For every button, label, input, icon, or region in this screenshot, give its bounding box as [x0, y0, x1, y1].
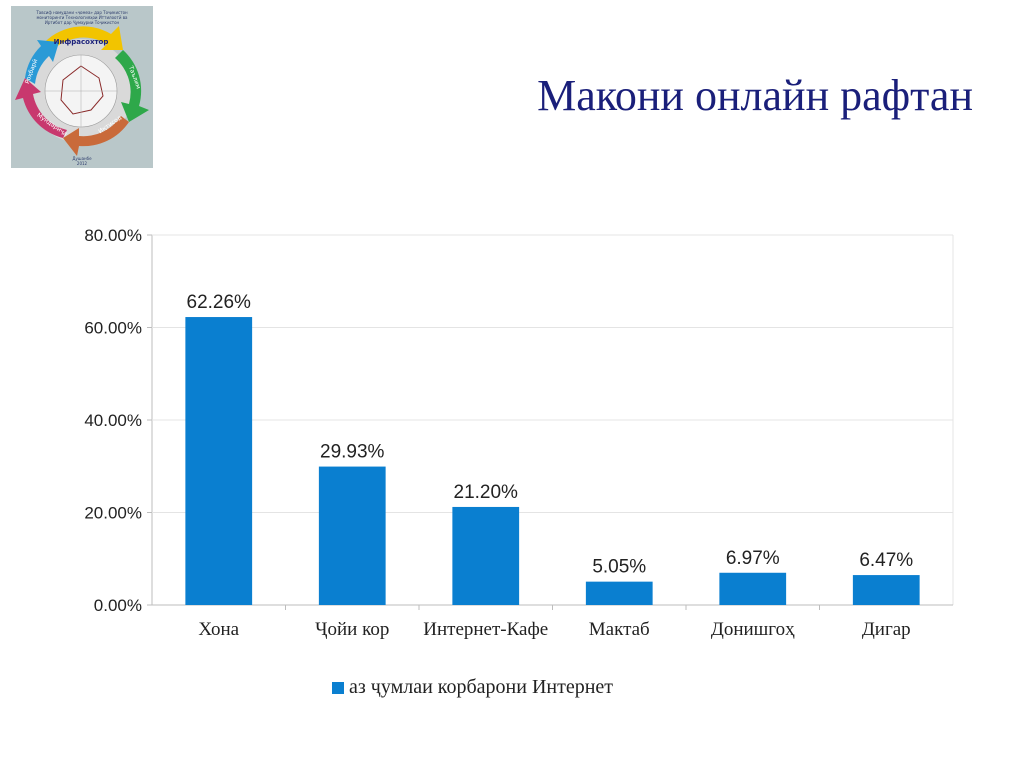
bar — [719, 572, 787, 605]
data-label: 5.05% — [592, 557, 646, 578]
logo-footer-2: 2012 — [76, 161, 88, 166]
slide-title: Макони онлайн рафтан — [537, 71, 973, 120]
y-tick-label: 0.00% — [94, 596, 142, 615]
logo-caption-1: Тавсиф намудани «ҷомеа» дар Тоҷикистон — [36, 10, 128, 15]
cycle-diagram-icon: Инфрасохтор Таълим Иқтисод Мундариҷа Роҳ… — [15, 26, 149, 156]
category-label: Мактаб — [589, 619, 650, 640]
logo-footer-1: Душанбе — [72, 156, 92, 161]
bar — [585, 581, 653, 605]
bar — [318, 466, 386, 605]
bar — [185, 317, 253, 605]
logo-segment-1: Инфрасохтор — [54, 38, 109, 46]
y-tick-label: 60.00% — [84, 319, 142, 338]
logo-caption-2: мониторинги Технологияҳои Иттилоотӣ ва — [36, 15, 128, 20]
category-label: Хона — [198, 619, 239, 640]
category-label: Дигар — [862, 619, 911, 640]
y-tick-label: 80.00% — [84, 226, 142, 245]
category-label: Донишгоҳ — [711, 619, 795, 640]
bar — [852, 575, 920, 605]
bar — [452, 506, 520, 605]
chart-legend: аз ҷумлаи корбарони Интернет — [332, 676, 613, 699]
data-label: 6.97% — [726, 548, 780, 569]
data-label: 62.26% — [187, 292, 252, 313]
data-label: 6.47% — [859, 550, 913, 571]
category-label: Ҷойи кор — [315, 619, 389, 640]
category-label: Интернет-Кафе — [423, 619, 548, 640]
data-label: 21.20% — [454, 482, 519, 503]
y-axis-ticks: 0.00% 20.00% 40.00% 60.00% 80.00% — [84, 226, 142, 615]
legend-label: аз ҷумлаи корбарони Интернет — [349, 676, 614, 698]
data-label: 29.93% — [320, 442, 385, 463]
y-tick-label: 20.00% — [84, 504, 142, 523]
chart-grid — [147, 234, 954, 610]
logo-caption-3: Иртибот дар Ҷумҳурии Тоҷикистон — [44, 20, 120, 25]
legend-swatch — [332, 681, 344, 694]
x-axis-categories: Хона Ҷойи кор Интернет-Кафе Мактаб Донишгоҳ Д… — [198, 619, 910, 640]
chart-bars — [185, 317, 920, 605]
y-tick-label: 40.00% — [84, 411, 142, 430]
report-cover-logo: Тавсиф намудани «ҷомеа» дар Тоҷикистон м… — [11, 6, 153, 168]
data-labels: 62.26% 29.93% 21.20% 5.05% 6.97% 6.47% — [187, 292, 914, 578]
